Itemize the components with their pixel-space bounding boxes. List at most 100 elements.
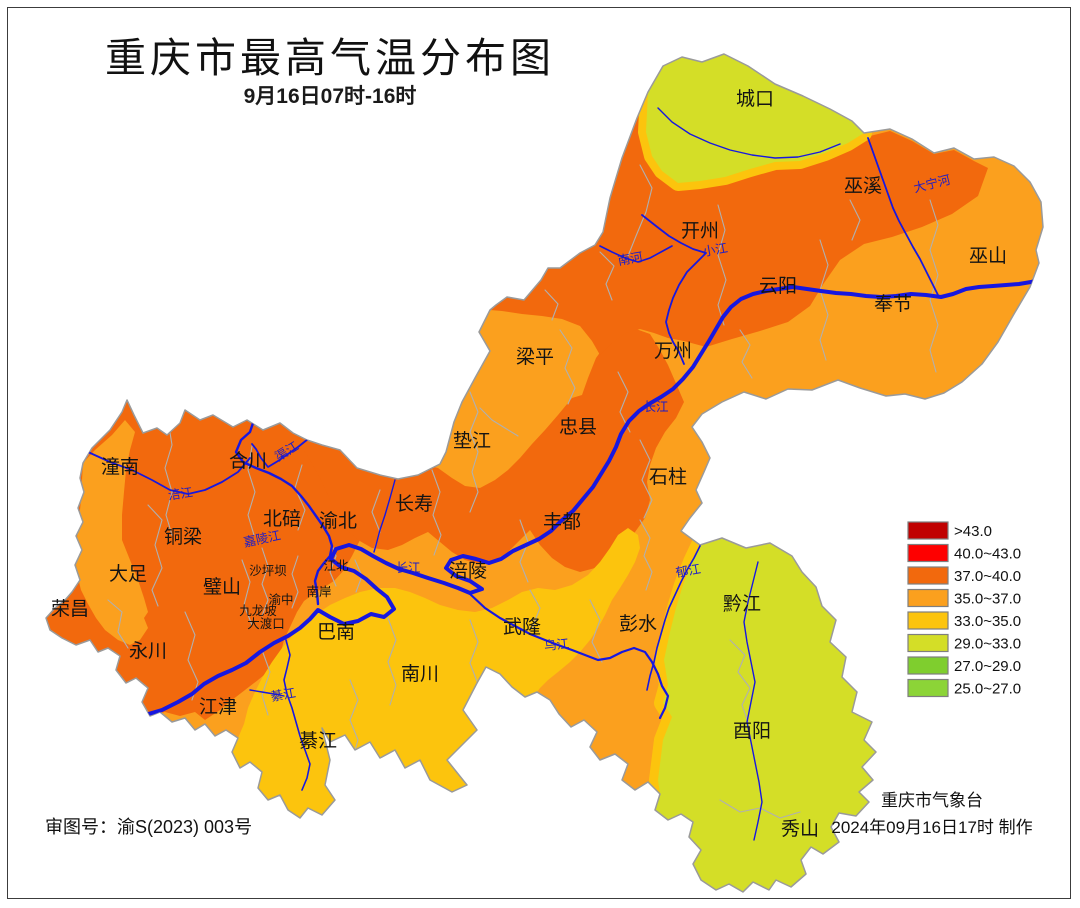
district-label-beibei: 北碚 [263, 508, 301, 530]
district-label-fengdu: 丰都 [543, 511, 581, 533]
qijiang-river-branch [249, 689, 285, 697]
district-labels: 城口 巫溪 开州 巫山 云阳 奉节 万州 梁平 垫江 忠县 石柱 长寿 丰都 涪… [51, 88, 1007, 840]
region-chengkou-29-33 [646, 54, 864, 183]
legend-swatch [907, 588, 949, 608]
chengkou-river [657, 107, 841, 159]
district-label-liangping: 梁平 [516, 346, 554, 368]
river-label-fujiang: 涪江 [167, 484, 194, 502]
district-label-youyang: 酉阳 [733, 720, 771, 742]
municipality-outline [45, 53, 1044, 893]
district-label-tongnan: 潼南 [101, 456, 139, 478]
region-south-33-35 [232, 528, 640, 818]
legend-row: 35.0~37.0 [907, 588, 1021, 608]
metro-label-jiangbei: 江北 [323, 559, 349, 573]
district-label-zhongxian: 忠县 [559, 416, 597, 438]
district-label-changshou: 长寿 [395, 493, 433, 515]
nanhe-river [599, 245, 673, 263]
legend-row: 25.0~27.0 [907, 678, 1021, 698]
daning-river [867, 137, 940, 298]
legend-swatch [907, 656, 949, 675]
legend-label: 33.0~35.0 [954, 613, 1021, 630]
river-label-nanhe: 南河 [617, 249, 645, 268]
district-label-fengjie: 奉节 [874, 293, 912, 315]
district-label-qijiang: 綦江 [299, 730, 337, 752]
district-label-dazu: 大足 [109, 563, 147, 585]
district-label-shizhu: 石柱 [649, 466, 687, 488]
legend-swatch [907, 611, 949, 630]
qijiang-river-path [283, 639, 311, 791]
agency-name: 重庆市气象台 [881, 791, 983, 810]
xiaojiang-river [641, 214, 707, 365]
legend-row: 27.0~29.0 [907, 656, 1021, 675]
district-label-fuling: 涪陵 [449, 560, 487, 582]
district-label-nanchuan: 南川 [401, 663, 439, 685]
region-tongnan-dazu-35-37 [75, 420, 148, 645]
river-label-changjiang-west: 长江 [395, 561, 420, 575]
district-label-jiangjin: 江津 [199, 696, 237, 718]
legend-row: >43.0 [907, 521, 992, 540]
legend-label: 25.0~27.0 [954, 681, 1021, 698]
river-label-yujiang: 郁江 [675, 561, 702, 580]
legend-row: 37.0~40.0 [907, 566, 1021, 585]
legend-swatch [907, 543, 949, 563]
legend-swatch [907, 566, 949, 585]
yujiang-river [646, 545, 701, 691]
river-labels: 大宁河 南河 小江 长江 长江 渠江 涪江 嘉陵江 乌江 郁江 綦江 [167, 172, 952, 704]
river-label-changjiang-east: 长江 [643, 400, 668, 414]
district-label-wanzhou: 万州 [654, 341, 692, 362]
river-label-xiaojiang: 小江 [702, 241, 729, 259]
metro-label-yuzhong: 渝中 [268, 592, 293, 607]
legend-swatch [907, 633, 949, 653]
southeast-stream [743, 561, 763, 841]
legend-swatch [907, 521, 949, 540]
district-label-qianjiang: 黔江 [723, 593, 761, 615]
legend-label: 37.0~40.0 [954, 568, 1021, 585]
district-label-yongchuan: 永川 [129, 640, 167, 662]
district-boundaries [107, 164, 939, 819]
district-label-yunyang: 云阳 [759, 275, 797, 297]
district-label-wulong: 武隆 [503, 616, 541, 638]
district-label-wushan: 巫山 [969, 245, 1007, 267]
district-label-banan: 巴南 [317, 621, 355, 643]
metro-label-nanan: 南岸 [306, 584, 331, 599]
district-label-dianjiang: 垫江 [453, 430, 491, 452]
legend-label: 29.0~33.0 [954, 636, 1021, 653]
river-label-wujiang: 乌江 [543, 636, 569, 654]
district-label-pengshui: 彭水 [619, 613, 657, 635]
legend-swatch [907, 678, 949, 698]
legend: >43.0 40.0~43.0 37.0~40.0 35.0~37.0 33.0… [907, 521, 1021, 698]
region-southeast-29-33 [655, 538, 876, 892]
district-label-tongliang: 铜梁 [164, 526, 202, 548]
yangtze-river [143, 278, 1040, 717]
map-review-number: 审图号：渝S(2023) 003号 [45, 817, 252, 837]
district-label-chengkou: 城口 [736, 88, 774, 110]
legend-label: 40.0~43.0 [954, 546, 1021, 563]
region-northeast-37-40 [490, 92, 988, 355]
district-label-xiushan: 秀山 [781, 818, 819, 840]
wujiang-river [468, 592, 670, 720]
district-label-kaizhou: 开州 [681, 221, 719, 242]
legend-row: 40.0~43.0 [907, 543, 1021, 563]
legend-label: 27.0~29.0 [954, 658, 1021, 675]
legend-label: 35.0~37.0 [954, 591, 1021, 608]
produced-timestamp: 2024年09月16日17时 制作 [831, 818, 1032, 837]
legend-row: 29.0~33.0 [907, 633, 1021, 653]
page-title: 重庆市最高气温分布图 [105, 35, 555, 81]
metro-labels: 沙坪坝 九龙坡 大渡口 江北 南岸 渝中 [239, 559, 349, 631]
legend-row: 33.0~35.0 [907, 611, 1021, 630]
district-label-bishan: 璧山 [203, 576, 241, 598]
yulin-stream [373, 479, 396, 553]
region-central-37-40 [300, 329, 684, 572]
district-label-yubei: 渝北 [319, 510, 357, 532]
metro-label-dadukou: 大渡口 [247, 616, 285, 631]
district-label-rongchang: 荣昌 [51, 598, 89, 620]
page-subtitle: 9月16日07时-16时 [244, 85, 417, 108]
fujiang-river [87, 451, 251, 495]
metro-label-jiulongpo: 九龙坡 [239, 604, 277, 618]
river-label-qijiang-river: 綦江 [270, 686, 297, 704]
district-label-hechuan: 合川 [229, 450, 267, 472]
legend-label: >43.0 [954, 523, 992, 540]
district-label-wuxi: 巫溪 [844, 175, 882, 197]
